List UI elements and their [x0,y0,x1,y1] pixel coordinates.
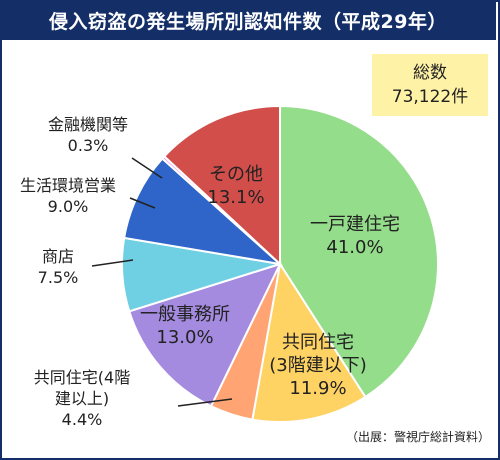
slice-percent: 4.4% [62,410,103,429]
leader-line-6 [129,197,156,209]
slice-name: その他 [209,164,263,185]
slice-name: 共同住宅 [282,332,354,353]
slice-name: 建以上) [55,389,109,408]
slice-percent: 9.0% [48,197,89,216]
chart-title-text: 侵入窃盗の発生場所別認知件数（平成29年） [49,10,447,33]
leader-line-3 [177,398,233,407]
slice-percent: 41.0% [326,237,383,258]
chart-title: 侵入窃盗の発生場所別認知件数（平成29年） [0,0,496,40]
pie-slice-2 [251,261,367,423]
total-label: 総数 [413,63,447,83]
leader-line-7 [131,157,163,179]
slice-percent: 11.9% [289,378,346,399]
slice-label-5: 商店 7.5% [38,247,79,287]
leader-line-5 [91,259,134,267]
pie-slice-8 [162,104,281,267]
slice-name: 一戸建住宅 [310,214,400,235]
slice-name: 金融機関等 [48,115,128,134]
slice-name: 生活環境営業 [20,176,116,195]
slice-name: 商店 [42,247,74,266]
slice-label-3: 共同住宅(4階建以上) 4.4% [34,368,130,429]
slice-label-4: 一般事務所 13.0% [140,304,230,348]
slice-percent: 7.5% [38,268,79,287]
slice-name: 一般事務所 [140,304,230,325]
slice-label-2: 共同住宅(3階建以下) 11.9% [269,332,367,399]
slice-label-7: 金融機関等 0.3% [48,115,128,155]
slice-label-1: 一戸建住宅 41.0% [310,214,400,258]
slice-percent: 13.0% [156,327,213,348]
slice-name: 共同住宅(4階 [34,368,130,387]
slice-name: (3階建以下) [269,355,367,376]
slice-percent: 13.1% [207,187,264,208]
source-note: （出展：警視庁総計資料） [345,430,490,444]
slice-percent: 0.3% [68,136,109,155]
slice-label-6: 生活環境営業 9.0% [20,176,116,216]
slice-label-8: その他 13.1% [207,164,264,208]
pie-slice-6 [123,157,284,266]
total-value: 73,122件 [391,87,469,107]
total-count-box: 総数 73,122件 [372,54,488,116]
